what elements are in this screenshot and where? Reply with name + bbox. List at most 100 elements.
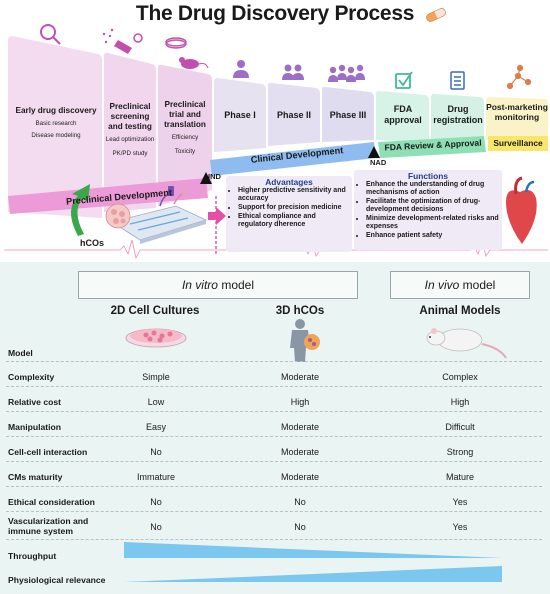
organoid-chip-illustration bbox=[111, 186, 208, 244]
checkbox-icon bbox=[395, 71, 413, 89]
petri-dish-culture-icon bbox=[125, 328, 187, 348]
row-divider bbox=[6, 511, 542, 512]
functions-box bbox=[354, 170, 502, 250]
clinical-bar bbox=[210, 142, 376, 176]
row-label-complexity: Complexity bbox=[8, 372, 55, 382]
person-icon bbox=[233, 60, 249, 78]
drug-registration-label: Drug registration bbox=[433, 104, 483, 125]
drug-discovery-pipeline bbox=[4, 24, 548, 260]
in-vitro-em: In vitro bbox=[181, 278, 218, 292]
cell-3d-vascularization: No bbox=[294, 522, 306, 532]
preclinical-bar bbox=[8, 178, 208, 214]
column-animal-title: Animal Models bbox=[419, 305, 501, 317]
human-body-icon bbox=[290, 319, 320, 362]
row-divider bbox=[6, 411, 542, 412]
functions-item: Minimize development-related risks and e… bbox=[366, 215, 500, 231]
heart-icon bbox=[506, 176, 537, 244]
row-label-cost: Relative cost bbox=[8, 397, 62, 407]
cell-2d-interaction: No bbox=[150, 447, 162, 457]
surveillance-bar-label: Surveillance bbox=[493, 138, 543, 148]
row-divider bbox=[6, 386, 542, 387]
stage-early-label: Early drug discovery bbox=[15, 106, 97, 115]
surveillance-bar bbox=[488, 136, 548, 151]
row-label-ethical: Ethical consideration bbox=[8, 497, 95, 507]
relevance-label: Physiological relevance bbox=[8, 575, 106, 585]
cell-2d-complexity: Simple bbox=[142, 372, 170, 382]
stage-screening-sub1: Lead optimization bbox=[105, 136, 155, 143]
in-vitro-header: In vitro model bbox=[78, 271, 358, 299]
stage-card-screening bbox=[104, 52, 156, 212]
cell-2d-cost: Low bbox=[147, 397, 165, 407]
in-vitro-rest: model bbox=[217, 278, 255, 292]
advantages-box bbox=[226, 176, 352, 252]
comparison-table bbox=[0, 262, 550, 594]
stage-early-sub1: Basic research bbox=[35, 120, 77, 127]
review-bar bbox=[378, 136, 486, 158]
organoid-sphere-icon bbox=[105, 203, 131, 229]
column-2d-title: 2D Cell Cultures bbox=[110, 305, 200, 317]
row-divider bbox=[6, 461, 542, 462]
group-icon bbox=[282, 64, 304, 80]
pill-icon bbox=[426, 7, 447, 22]
column-illustrations bbox=[125, 319, 507, 362]
row-divider bbox=[6, 436, 542, 437]
pink-arrow bbox=[208, 207, 226, 225]
stage-card-phase2 bbox=[268, 82, 320, 146]
phase3-label: Phase III bbox=[329, 110, 367, 120]
row-divider bbox=[6, 361, 542, 362]
functions-list: Enhance the understanding of drug mechan… bbox=[356, 181, 500, 240]
advantages-item: Higher predictive sensitivity and accura… bbox=[238, 187, 350, 203]
cell-3d-complexity: Moderate bbox=[280, 372, 320, 382]
row-label-maturity: CMs maturity bbox=[8, 472, 63, 482]
stage-card-early bbox=[8, 36, 102, 218]
fda-approval-label: FDA approval bbox=[384, 104, 422, 125]
stage-trial-sub2: Toxicity bbox=[174, 148, 196, 155]
cell-animal-vascularization: Yes bbox=[452, 522, 468, 532]
stage-trial-label: Preclinical trial and translation bbox=[164, 100, 206, 129]
petri-dish-icon bbox=[165, 37, 187, 49]
stage-card-post bbox=[486, 97, 548, 140]
green-arrow bbox=[71, 184, 90, 236]
magnifier-icon bbox=[40, 24, 61, 45]
cell-animal-cost: High bbox=[450, 397, 470, 407]
rat-icon bbox=[426, 328, 507, 359]
column-3d-title: 3D hCOs bbox=[275, 305, 325, 317]
post-marketing-label: Post-marketing monitoring bbox=[486, 102, 548, 122]
functions-item: Facilitate the optimization of drug-deve… bbox=[366, 198, 500, 214]
in-vivo-em: In vivo bbox=[424, 278, 460, 292]
stage-card-phase3 bbox=[322, 86, 374, 142]
advantages-content: Advantages Higher predictive sensitivity… bbox=[228, 177, 350, 230]
functions-item: Enhance the understanding of drug mechan… bbox=[366, 181, 500, 197]
stage-card-registration bbox=[431, 93, 484, 142]
crowd-icon bbox=[328, 64, 365, 82]
cell-animal-manipulation: Difficult bbox=[445, 422, 475, 432]
functions-title: Functions bbox=[407, 171, 448, 181]
cell-animal-maturity: Mature bbox=[445, 472, 474, 482]
stage-screening-sub2: PK/PD study bbox=[112, 150, 148, 157]
row-label-manipulation: Manipulation bbox=[8, 422, 61, 432]
cell-animal-interaction: Strong bbox=[446, 447, 474, 457]
stage-early-sub2: Disease modeling bbox=[31, 132, 81, 139]
row-label-interaction: Cell-cell interaction bbox=[8, 447, 88, 457]
stage-card-fda bbox=[376, 90, 429, 142]
cell-2d-ethical: No bbox=[150, 497, 162, 507]
hcos-label: hCOs bbox=[80, 238, 105, 248]
document-icon bbox=[450, 71, 465, 90]
advantages-list: Higher predictive sensitivity and accura… bbox=[228, 187, 350, 229]
relevance-wedge bbox=[124, 566, 502, 582]
cell-3d-cost: High bbox=[290, 397, 310, 407]
advantages-title: Advantages bbox=[265, 177, 313, 187]
ind-marker bbox=[200, 172, 212, 184]
page-title: The Drug Discovery Process bbox=[135, 2, 415, 25]
ind-label: IND bbox=[208, 172, 221, 181]
phase1-label: Phase I bbox=[224, 110, 256, 120]
nad-marker bbox=[368, 146, 380, 158]
cell-animal-ethical: Yes bbox=[452, 497, 468, 507]
in-vivo-header: In vivo model bbox=[390, 271, 530, 299]
nad-label: NAD bbox=[370, 158, 387, 167]
in-vivo-rest: model bbox=[459, 278, 496, 292]
throughput-wedge bbox=[124, 542, 502, 558]
row-divider bbox=[6, 539, 542, 540]
spray-icon bbox=[102, 28, 143, 54]
model-row-label: Model bbox=[8, 348, 33, 358]
